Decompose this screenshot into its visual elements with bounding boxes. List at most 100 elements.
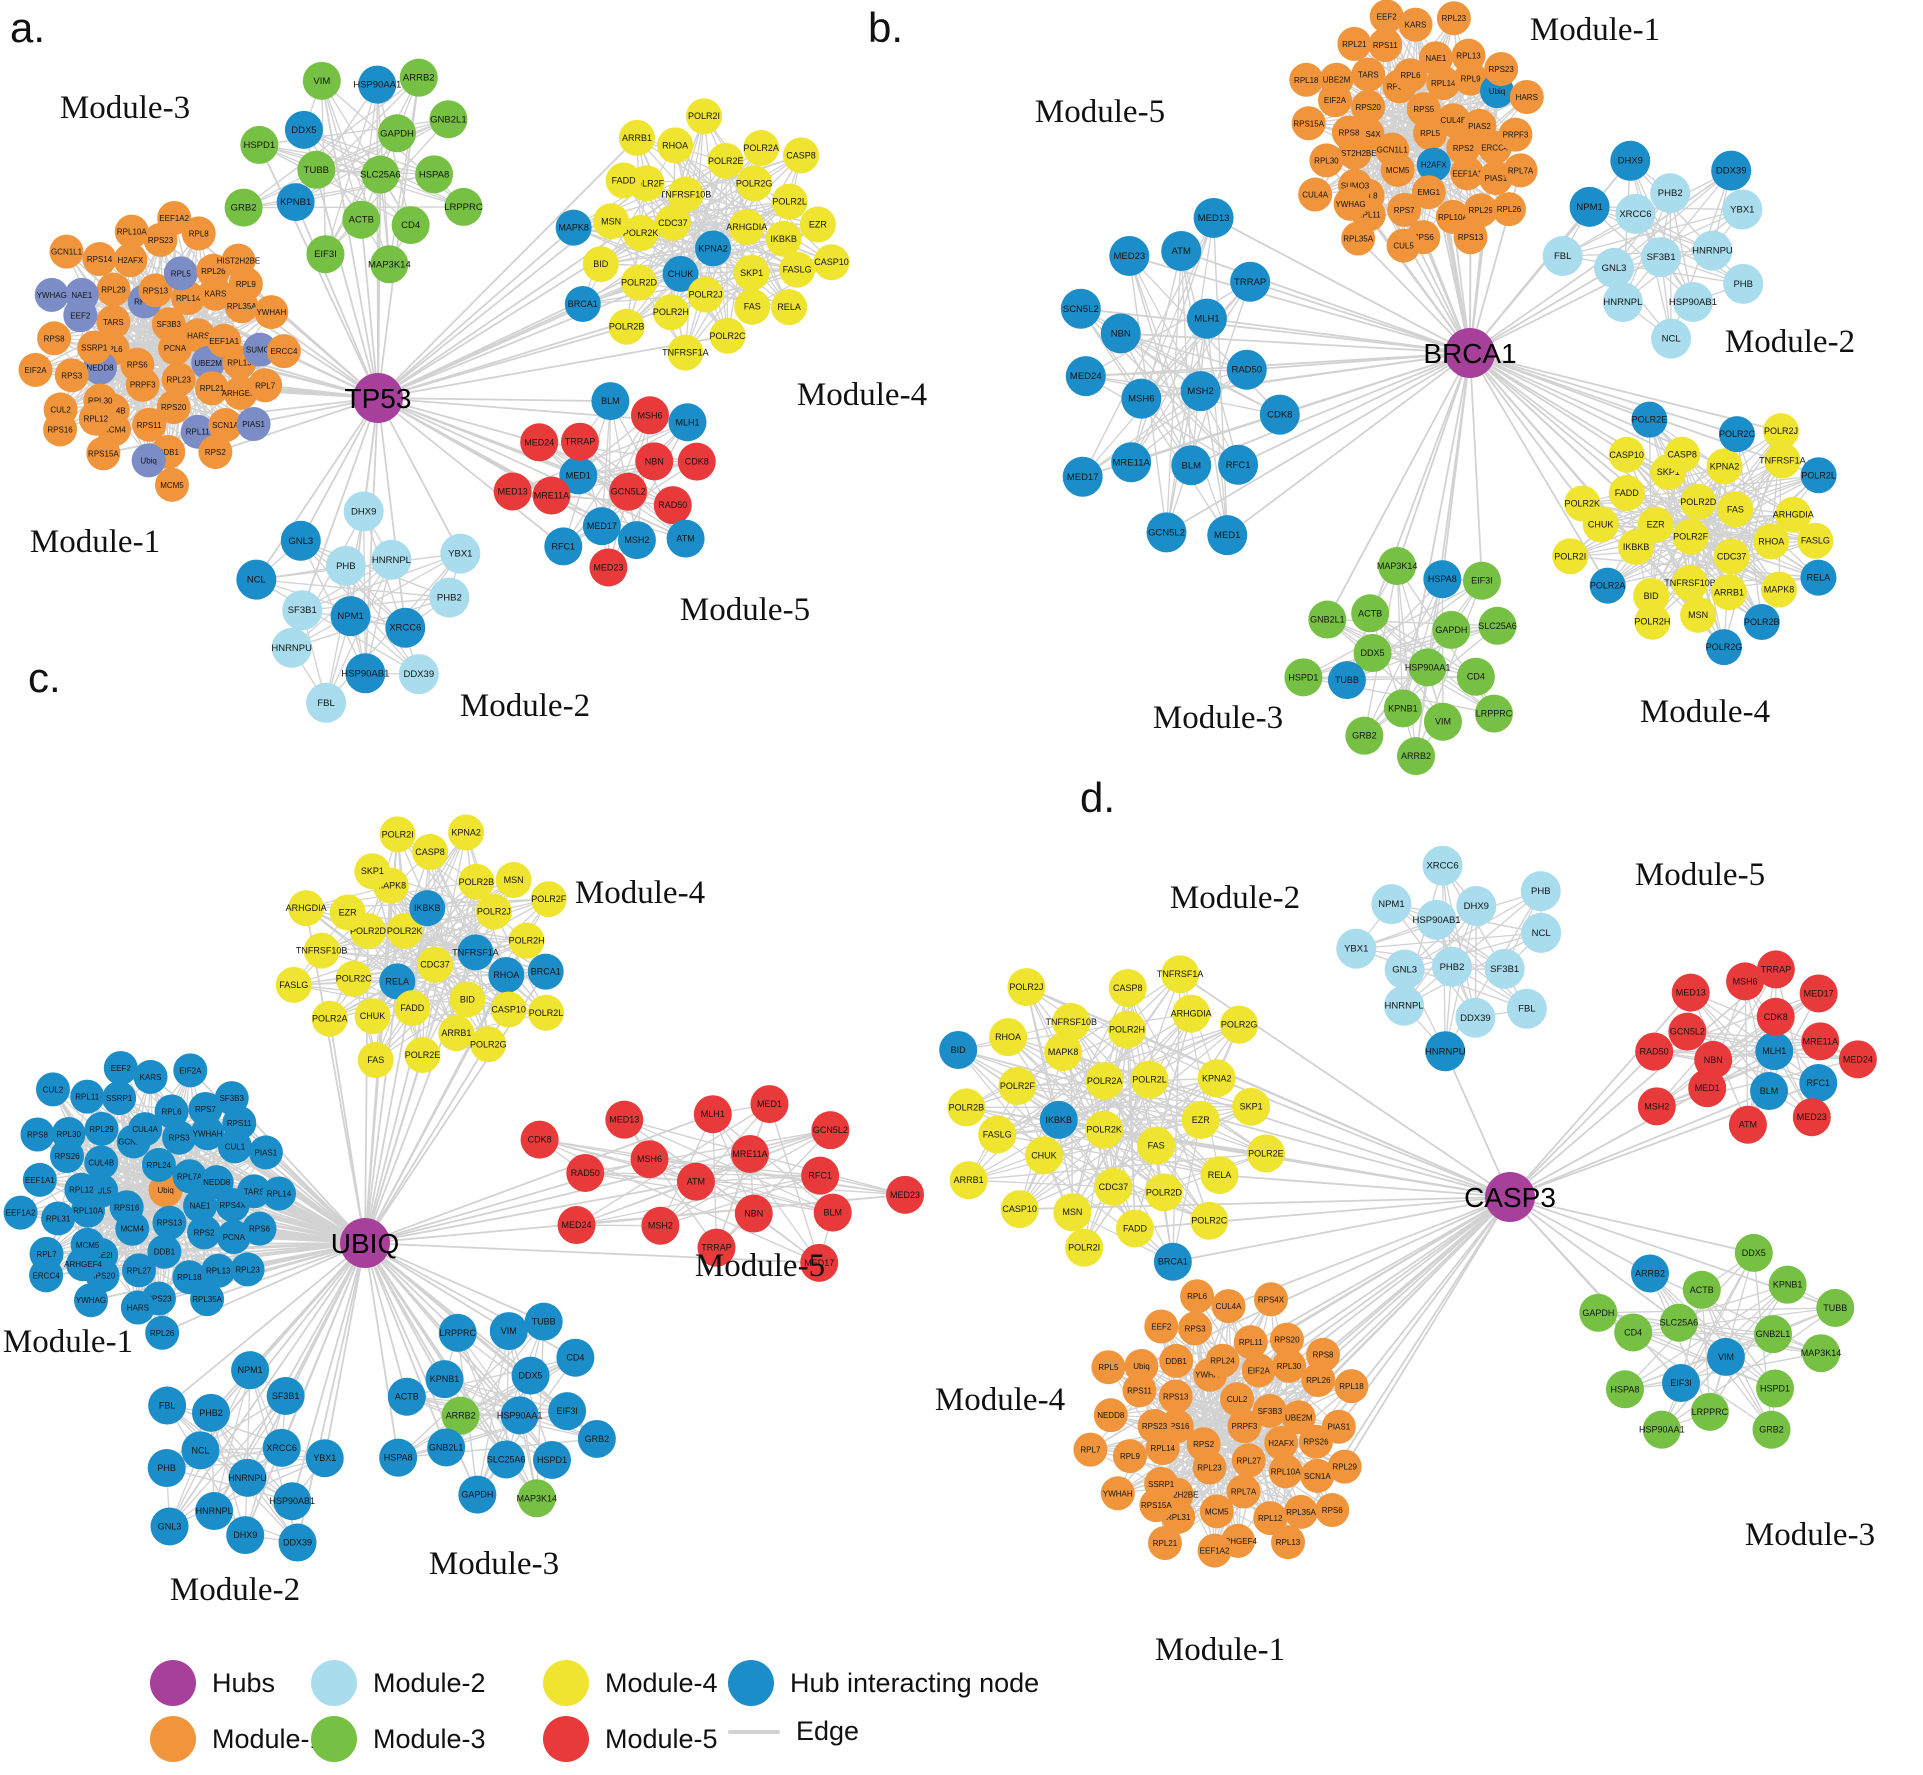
node-TNFRSF10B[interactable]: TNFRSF10B xyxy=(660,176,712,213)
node-circle[interactable] xyxy=(617,521,656,560)
node-MED13[interactable]: MED13 xyxy=(1671,973,1710,1012)
node-MED23[interactable]: MED23 xyxy=(1109,235,1150,276)
node-circle[interactable] xyxy=(330,596,371,637)
node-VIM[interactable]: VIM xyxy=(489,1312,528,1351)
node-circle[interactable] xyxy=(743,129,780,166)
node-circle[interactable] xyxy=(520,423,559,462)
node-EEF1A2[interactable]: EEF1A2 xyxy=(157,200,192,235)
node-Ubiq[interactable]: Ubiq xyxy=(1124,1348,1159,1383)
node-CUL4A[interactable]: CUL4A xyxy=(1211,1289,1246,1324)
node-RPL23[interactable]: RPL23 xyxy=(161,362,196,397)
node-KARS[interactable]: KARS xyxy=(1398,7,1433,42)
node-BRCA1[interactable]: BRCA1 xyxy=(527,953,564,990)
node-POLR2K[interactable]: POLR2K xyxy=(1564,485,1601,522)
node-MCM5[interactable]: MCM5 xyxy=(1380,152,1415,187)
node-IKBKB[interactable]: IKBKB xyxy=(1618,528,1655,565)
node-POLR2L[interactable]: POLR2L xyxy=(771,183,808,220)
node-XRCC6[interactable]: XRCC6 xyxy=(385,607,426,648)
node-POLR2F[interactable]: POLR2F xyxy=(998,1067,1037,1106)
node-CUL2[interactable]: CUL2 xyxy=(1220,1382,1255,1417)
node-YWHAH[interactable]: YWHAH xyxy=(1100,1476,1135,1511)
node-HIST2H2BE[interactable]: HIST2H2BE xyxy=(217,243,261,278)
node-MRE11A[interactable]: MRE11A xyxy=(1801,1022,1840,1061)
node-RFC1[interactable]: RFC1 xyxy=(1218,444,1259,485)
node-CUL4A[interactable]: CUL4A xyxy=(1298,177,1333,212)
node-circle[interactable] xyxy=(154,467,189,502)
node-RPL31[interactable]: RPL31 xyxy=(41,1201,76,1236)
node-RPL26[interactable]: RPL26 xyxy=(145,1315,180,1350)
node-POLR2H[interactable]: POLR2H xyxy=(653,294,689,331)
node-KPNA2[interactable]: KPNA2 xyxy=(1706,448,1743,485)
node-PIAS1[interactable]: PIAS1 xyxy=(248,1135,283,1170)
node-CASP10[interactable]: CASP10 xyxy=(813,244,850,281)
node-DDX39[interactable]: DDX39 xyxy=(1711,150,1752,191)
node-RPL12[interactable]: RPL12 xyxy=(78,401,113,436)
node-FADD[interactable]: FADD xyxy=(605,162,642,199)
node-circle[interactable] xyxy=(240,125,279,164)
node-ARHGDIA[interactable]: ARHGDIA xyxy=(286,890,327,927)
node-GNB2L1[interactable]: GNB2L1 xyxy=(429,100,468,139)
node-POLR2G[interactable]: POLR2G xyxy=(736,165,773,202)
node-circle[interactable] xyxy=(342,200,381,239)
node-PHB2[interactable]: PHB2 xyxy=(1432,946,1473,987)
node-circle[interactable] xyxy=(667,334,704,371)
node-POLR2G[interactable]: POLR2G xyxy=(470,1026,507,1063)
node-MAPK8[interactable]: MAPK8 xyxy=(1760,571,1797,608)
node-MSH6[interactable]: MSH6 xyxy=(1121,378,1162,419)
node-MED17[interactable]: MED17 xyxy=(582,507,621,546)
node-circle[interactable] xyxy=(618,119,655,156)
node-DDX39[interactable]: DDX39 xyxy=(398,654,439,695)
node-HSP90AB1[interactable]: HSP90AB1 xyxy=(1413,899,1461,940)
node-circle[interactable] xyxy=(18,352,53,387)
node-circle[interactable] xyxy=(391,206,430,245)
node-circle[interactable] xyxy=(221,243,256,278)
node-CDK8[interactable]: CDK8 xyxy=(677,442,716,481)
node-YBX1[interactable]: YBX1 xyxy=(1336,928,1377,969)
node-GRB2[interactable]: GRB2 xyxy=(1752,1410,1791,1449)
node-circle[interactable] xyxy=(399,58,438,97)
node-RPL29[interactable]: RPL29 xyxy=(96,272,131,307)
node-RPL21[interactable]: RPL21 xyxy=(1147,1525,1182,1560)
node-circle[interactable] xyxy=(686,98,723,135)
node-POLR2B[interactable]: POLR2B xyxy=(608,308,645,345)
node-circle[interactable] xyxy=(361,155,400,194)
node-SKP1[interactable]: SKP1 xyxy=(733,254,770,291)
node-CDC37[interactable]: CDC37 xyxy=(654,204,691,241)
node-RPL27[interactable]: RPL27 xyxy=(1231,1443,1266,1478)
node-HSP90AA1[interactable]: HSP90AA1 xyxy=(353,65,401,104)
node-ARRB1[interactable]: ARRB1 xyxy=(438,1015,475,1052)
node-LRPPRC[interactable]: LRPPRC xyxy=(438,1313,477,1352)
node-circle[interactable] xyxy=(560,422,599,461)
node-CD4[interactable]: CD4 xyxy=(1456,657,1495,696)
node-circle[interactable] xyxy=(544,527,583,566)
node-TNFRSF10B[interactable]: TNFRSF10B xyxy=(296,932,348,969)
node-circle[interactable] xyxy=(181,318,216,353)
node-TUBB[interactable]: TUBB xyxy=(1327,661,1366,700)
node-circle[interactable] xyxy=(280,520,321,561)
node-CUL4B[interactable]: CUL4B xyxy=(84,1145,119,1180)
node-DDX5[interactable]: DDX5 xyxy=(284,110,323,149)
node-circle[interactable] xyxy=(131,443,166,478)
node-EEF2[interactable]: EEF2 xyxy=(1369,0,1404,34)
node-circle[interactable] xyxy=(37,321,72,356)
node-FBL[interactable]: FBL xyxy=(148,1386,187,1425)
node-PIAS1[interactable]: PIAS1 xyxy=(236,407,271,442)
node-MED1[interactable]: MED1 xyxy=(559,456,598,495)
node-FASLG[interactable]: FASLG xyxy=(1797,522,1834,559)
node-HSPA8[interactable]: HSPA8 xyxy=(379,1438,418,1477)
node-RPL13[interactable]: RPL13 xyxy=(1271,1525,1306,1560)
node-IKBKB[interactable]: IKBKB xyxy=(409,890,446,927)
node-HNRNPL[interactable]: HNRNPL xyxy=(195,1492,234,1531)
node-circle[interactable] xyxy=(64,277,99,312)
node-RPL10A[interactable]: RPL10A xyxy=(1268,1454,1303,1489)
node-DDX5[interactable]: DDX5 xyxy=(511,1356,550,1395)
node-HSP90AA1[interactable]: HSP90AA1 xyxy=(1639,1410,1685,1449)
hub-node-TP53[interactable]: TP53 xyxy=(345,373,412,423)
node-POLR2K[interactable]: POLR2K xyxy=(1085,1110,1124,1149)
node-circle[interactable] xyxy=(707,142,744,179)
node-GRB2[interactable]: GRB2 xyxy=(224,188,263,227)
node-CHUK[interactable]: CHUK xyxy=(354,998,391,1035)
node-PIAS1[interactable]: PIAS1 xyxy=(1321,1409,1356,1444)
node-MED24[interactable]: MED24 xyxy=(1838,1040,1877,1079)
node-ARRB2[interactable]: ARRB2 xyxy=(1397,737,1436,776)
